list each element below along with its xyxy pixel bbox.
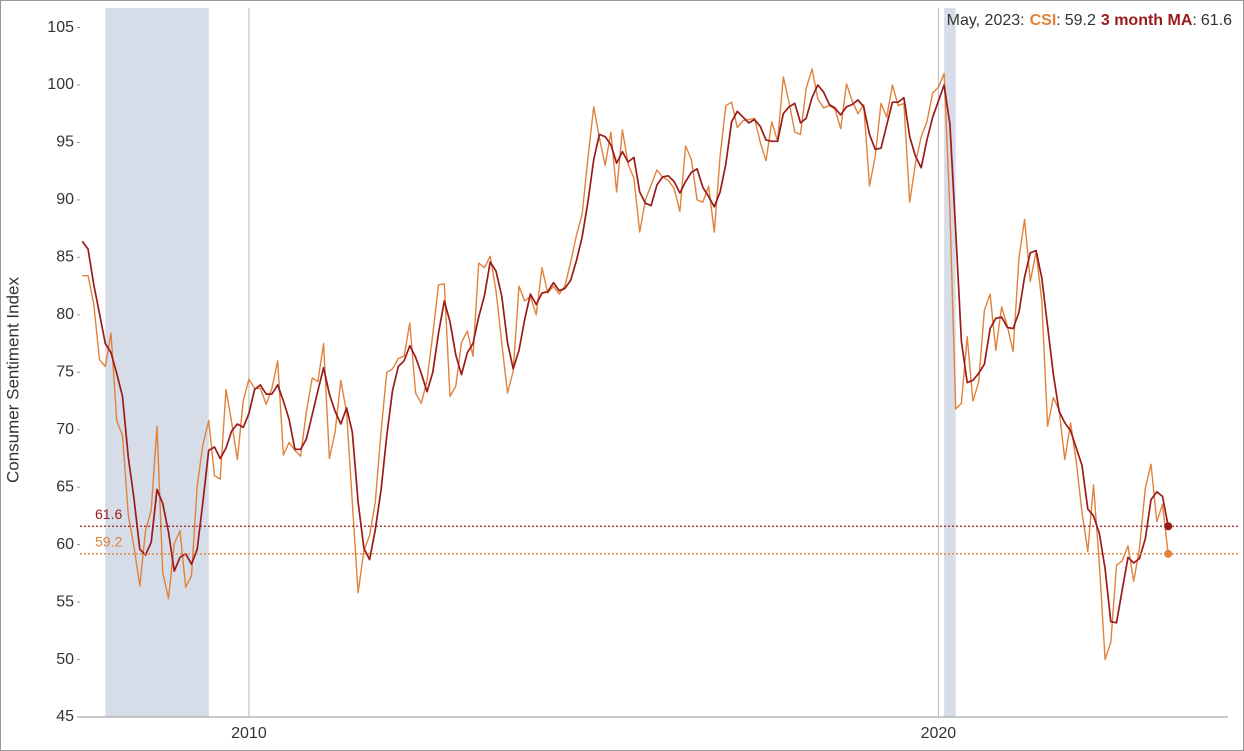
latest-reference-label: 59.2 bbox=[95, 534, 122, 550]
recession-band bbox=[105, 8, 209, 717]
y-tick-label: 100 bbox=[47, 76, 74, 93]
annotation-part: CSI bbox=[1030, 12, 1057, 29]
y-tick-label: 70 bbox=[56, 421, 74, 438]
x-tick-label: 2020 bbox=[921, 725, 957, 742]
series-line bbox=[82, 68, 1169, 661]
y-tick-label: 50 bbox=[56, 651, 74, 668]
latest-annotation: May, 2023: CSI: 59.2 3 month MA: 61.6 bbox=[947, 12, 1232, 29]
y-tick-label: 60 bbox=[56, 536, 74, 553]
y-tick-label: 105 bbox=[47, 19, 74, 36]
annotation-part: May, 2023: bbox=[947, 12, 1025, 29]
y-tick-label: 90 bbox=[56, 191, 74, 208]
latest-point bbox=[1164, 522, 1173, 531]
y-tick-label: 55 bbox=[56, 593, 74, 610]
latest-point bbox=[1164, 549, 1173, 558]
y-tick-label: 65 bbox=[56, 478, 74, 495]
x-tick-label: 2010 bbox=[231, 725, 267, 742]
annotation-part: 59.2 bbox=[1065, 12, 1096, 29]
annotation-part: 3 month MA bbox=[1101, 12, 1193, 29]
annotation-part: : bbox=[1192, 12, 1196, 29]
series-line bbox=[81, 84, 1170, 624]
y-tick-label: 85 bbox=[56, 249, 74, 266]
y-tick-label: 45 bbox=[56, 708, 74, 725]
recession-band bbox=[944, 8, 956, 717]
annotation-part: : bbox=[1056, 12, 1060, 29]
annotation-part: 61.6 bbox=[1201, 12, 1232, 29]
y-tick-label: 80 bbox=[56, 306, 74, 323]
y-tick-label: 75 bbox=[56, 363, 74, 380]
y-tick-label: 95 bbox=[56, 134, 74, 151]
y-axis-label: Consumer Sentiment Index bbox=[3, 277, 22, 483]
latest-reference-label: 61.6 bbox=[95, 506, 122, 522]
